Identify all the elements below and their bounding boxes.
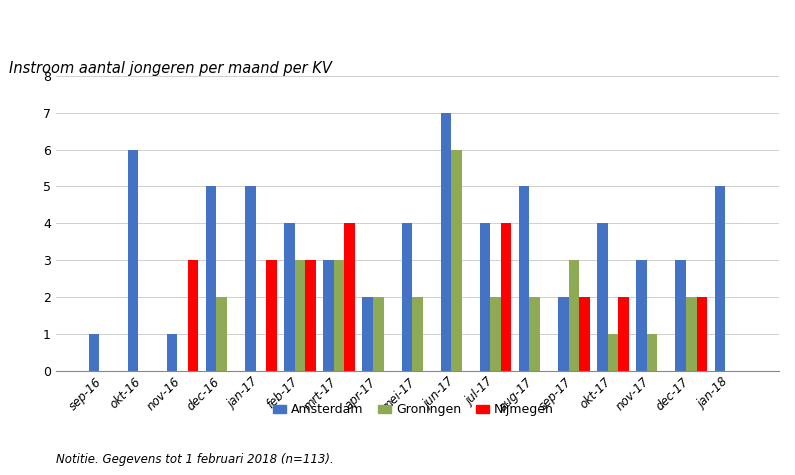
Bar xyxy=(245,186,256,370)
Bar xyxy=(529,297,540,370)
Bar xyxy=(206,186,216,370)
Bar xyxy=(344,223,355,370)
Bar xyxy=(579,297,590,370)
Text: Notitie. Gegevens tot 1 februari 2018 (n=113).: Notitie. Gegevens tot 1 februari 2018 (n… xyxy=(56,453,333,465)
Bar xyxy=(479,223,491,370)
Legend: Amsterdam, Groningen, Nijmegen: Amsterdam, Groningen, Nijmegen xyxy=(269,398,558,421)
Bar xyxy=(128,150,138,370)
Bar xyxy=(188,260,199,370)
Bar xyxy=(715,186,725,370)
Bar xyxy=(636,260,647,370)
Bar xyxy=(452,150,462,370)
Bar xyxy=(334,260,344,370)
Bar xyxy=(88,333,99,370)
Bar xyxy=(363,297,373,370)
Bar xyxy=(266,260,277,370)
Bar xyxy=(519,186,529,370)
Bar xyxy=(167,333,177,370)
Bar xyxy=(412,297,423,370)
Bar xyxy=(501,223,511,370)
Bar xyxy=(607,333,619,370)
Bar xyxy=(597,223,607,370)
Bar xyxy=(676,260,686,370)
Bar xyxy=(491,297,501,370)
Bar xyxy=(373,297,383,370)
Bar xyxy=(696,297,707,370)
Bar xyxy=(686,297,696,370)
Bar xyxy=(324,260,334,370)
Bar xyxy=(295,260,305,370)
Bar xyxy=(284,223,295,370)
Text: Instroom aantal jongeren per maand per KV: Instroom aantal jongeren per maand per K… xyxy=(9,61,332,76)
Bar xyxy=(647,333,657,370)
Bar xyxy=(305,260,316,370)
Bar xyxy=(619,297,629,370)
Bar xyxy=(401,223,412,370)
Bar xyxy=(568,260,579,370)
Bar xyxy=(558,297,568,370)
Bar xyxy=(440,113,452,371)
Bar xyxy=(216,297,227,370)
